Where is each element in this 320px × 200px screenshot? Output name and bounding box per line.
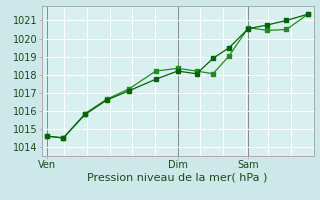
- X-axis label: Pression niveau de la mer( hPa ): Pression niveau de la mer( hPa ): [87, 173, 268, 183]
